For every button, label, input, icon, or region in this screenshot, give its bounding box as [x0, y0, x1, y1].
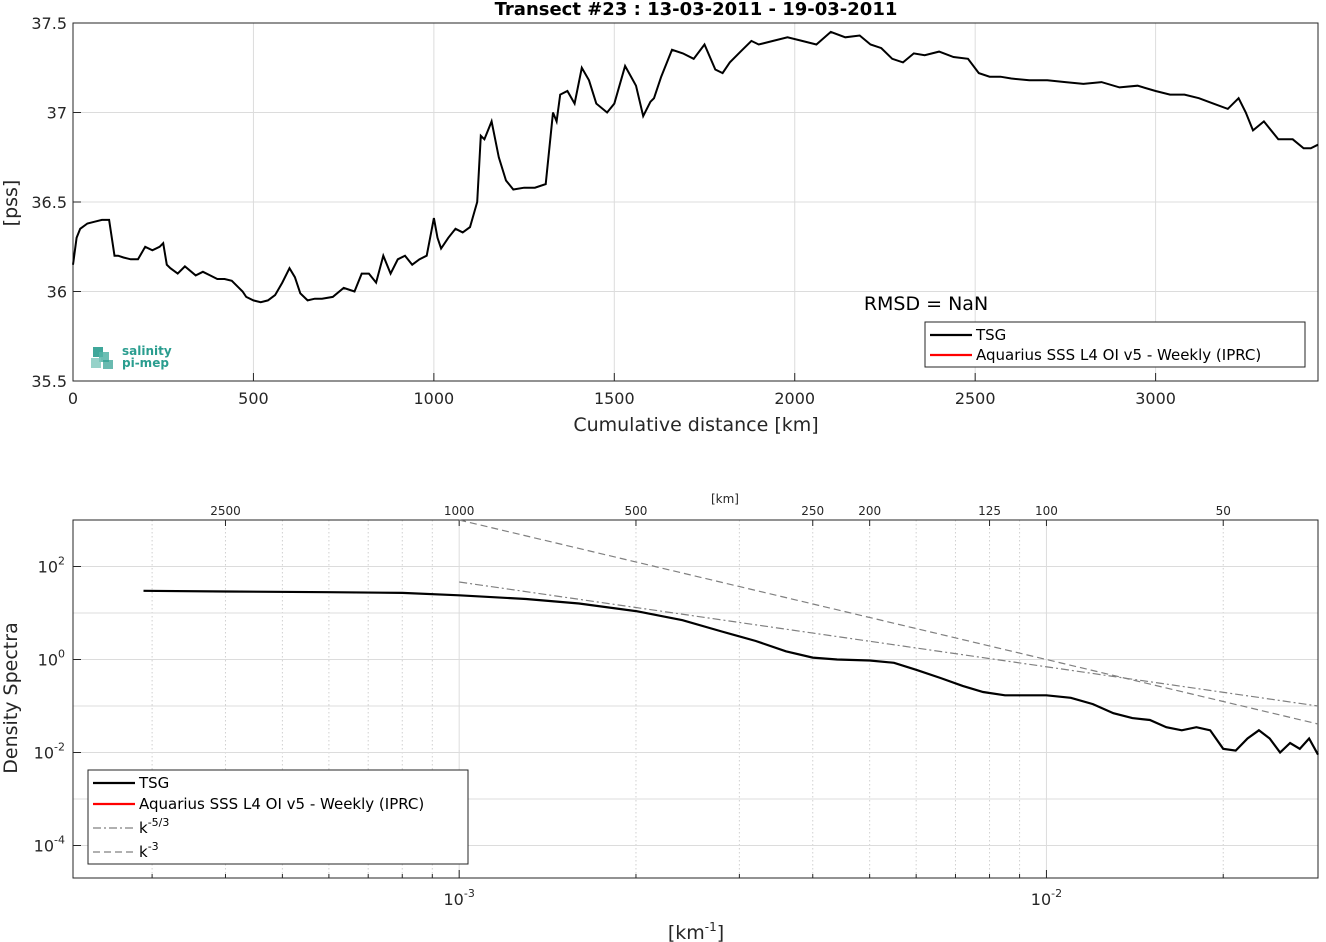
bottom-legend: TSG Aquarius SSS L4 OI v5 - Weekly (IPRC… [87, 769, 469, 865]
series-line-tsg [72, 30, 1319, 304]
top-xtick-label: 0 [68, 389, 78, 408]
bottom-x-axis-label: [km-1] [668, 920, 724, 942]
bottom-y-axis-label: Density Spectra [0, 622, 22, 773]
series-line-k-3 [459, 519, 1319, 725]
top-xtick-label: 2500 [955, 389, 996, 408]
bottom-ytick-label: 100 [38, 647, 65, 669]
bottom-axes-frame [72, 519, 1319, 879]
bottom-x-axis-label-base: [km [668, 922, 705, 942]
top-km-tick-label: 2500 [210, 504, 241, 518]
bottom-legend-label-tsg: TSG [138, 774, 169, 792]
top-km-tick-label: 100 [1035, 504, 1058, 518]
top-xtick-label: 3000 [1135, 389, 1176, 408]
top-ytick-label: 37.5 [31, 14, 67, 33]
top-km-tick-label: 1000 [444, 504, 475, 518]
top-xtick-label: 1500 [594, 389, 635, 408]
bottom-grid [73, 519, 1318, 878]
top-ticks: 0 500 1000 1500 2000 2500 3000 35.5 36 36.5 37 37.5 [31, 14, 1176, 408]
bottom-ytick-label: 10-2 [34, 740, 65, 762]
top-km-tick-label: 50 [1216, 504, 1231, 518]
top-legend: TSG Aquarius SSS L4 OI v5 - Weekly (IPRC… [924, 321, 1306, 368]
top-axis-label: [km] [711, 492, 739, 506]
salinity-pimep-logo: salinity pi-mep [91, 344, 172, 370]
bottom-legend-label-k3-sup: -3 [148, 840, 159, 853]
x-axis-label: Cumulative distance [km] [573, 414, 818, 436]
top-ytick-label: 37 [47, 104, 67, 123]
bottom-ytick-label: 10-4 [34, 833, 65, 855]
top-xtick-label: 1000 [414, 389, 455, 408]
top-ytick-label: 35.5 [31, 372, 67, 391]
bottom-ytick-label: 102 [38, 554, 65, 576]
series-line-k-5-3 [459, 581, 1319, 707]
top-km-tick-label: 500 [625, 504, 648, 518]
logo-line1: salinity [122, 344, 172, 358]
top-ytick-label: 36 [47, 283, 67, 302]
spectrum-line-tsg [143, 589, 1319, 756]
bottom-legend-label-aquarius: Aquarius SSS L4 OI v5 - Weekly (IPRC) [139, 795, 424, 813]
top-legend-box [924, 321, 1306, 368]
top-km-tick-label: 125 [978, 504, 1001, 518]
spectra-chart: 10-3 10-2 10-4 10-2 100 102 2500 1000 500 250 200 1… [0, 492, 1319, 942]
transect-chart: Transect #23 : 13-03-2011 - 19-03-2011 0… [0, 0, 1319, 436]
y-axis-label: [pss] [0, 180, 22, 227]
top-xtick-label: 2000 [774, 389, 815, 408]
logo-line2: pi-mep [122, 356, 169, 370]
rmsd-annotation: RMSD = NaN [864, 293, 988, 315]
bottom-xtick-label: 10-2 [1031, 887, 1062, 909]
bottom-legend-box [87, 769, 469, 865]
top-legend-label-aquarius: Aquarius SSS L4 OI v5 - Weekly (IPRC) [976, 346, 1261, 364]
top-ytick-label: 36.5 [31, 193, 67, 212]
bottom-xtick-label: 10-3 [444, 887, 475, 909]
bottom-legend-label-k53-sup: -5/3 [148, 816, 170, 829]
bottom-legend-label-k53: k-5/3 [139, 816, 169, 837]
bottom-legend-label-k3: k-3 [139, 840, 159, 861]
top-km-tick-label: 200 [858, 504, 881, 518]
top-legend-label-tsg: TSG [975, 326, 1006, 344]
bottom-legend-label-k53-base: k [139, 819, 148, 837]
bottom-x-axis-label-sup: -1 [705, 920, 717, 934]
chart-title: Transect #23 : 13-03-2011 - 19-03-2011 [495, 0, 898, 20]
bottom-ticks: 10-3 10-2 10-4 10-2 100 102 2500 1000 500 250 200 1… [34, 504, 1231, 909]
bottom-legend-label-k3-base: k [139, 843, 148, 861]
bottom-x-axis-label-end: ] [717, 922, 724, 942]
top-km-tick-label: 250 [801, 504, 824, 518]
top-xtick-label: 500 [238, 389, 269, 408]
